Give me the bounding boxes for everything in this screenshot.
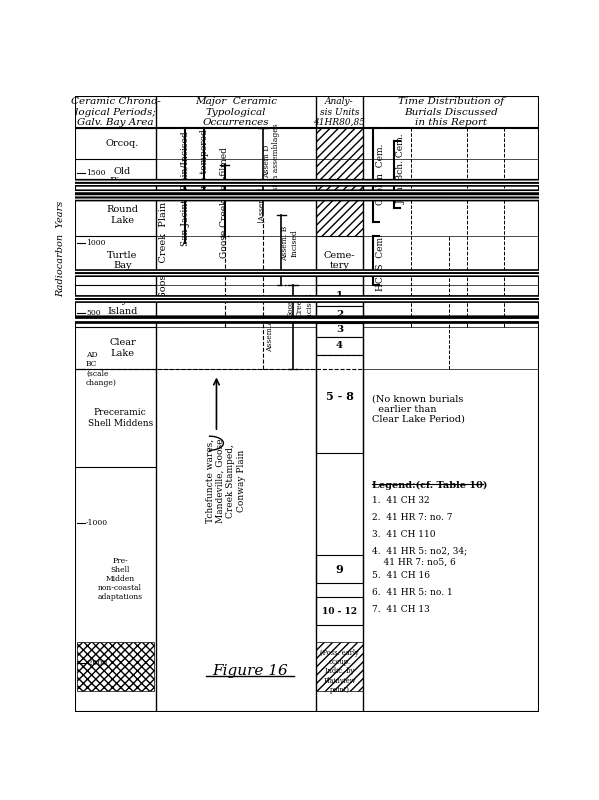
Text: Tchefuncte wares,
Mandeville, Goose
Creek Stamped,
Conway Plain: Tchefuncte wares, Mandeville, Goose Cree… — [205, 438, 246, 523]
Text: Goose  Creek  Plain: Goose Creek Plain — [159, 202, 168, 298]
Text: Preceramic
Shell Middens: Preceramic Shell Middens — [87, 408, 153, 428]
Bar — [316, 236, 363, 285]
Bar — [316, 597, 363, 626]
Text: 6.  41 HR 5: no. 1: 6. 41 HR 5: no. 1 — [372, 588, 453, 597]
Text: (Poss. early
occup.
Indic. by
Plainview
point): (Poss. early occup. Indic. by Plainview … — [320, 649, 359, 694]
Circle shape — [0, 317, 599, 323]
Bar — [316, 555, 363, 583]
Bar — [316, 285, 363, 306]
Text: (No known burials
  earlier than
Clear Lake Period): (No known burials earlier than Clear Lak… — [372, 394, 465, 424]
Text: Caplen  Cem.: Caplen Cem. — [376, 144, 385, 205]
Text: 5.  41 CH 16: 5. 41 CH 16 — [372, 571, 430, 580]
Text: -2000: -2000 — [86, 659, 108, 667]
Text: -1000: -1000 — [86, 519, 108, 527]
Text: 1: 1 — [336, 291, 343, 300]
Text: 500: 500 — [86, 309, 101, 317]
Text: Radiocarbon  Years: Radiocarbon Years — [56, 201, 65, 297]
Text: Goose Creek Red-filmed: Goose Creek Red-filmed — [220, 147, 229, 258]
Text: Bone-tempered: Bone-tempered — [199, 128, 208, 198]
Text: 4: 4 — [336, 342, 343, 350]
Text: Goose
Creek
Incised: Goose Creek Incised — [287, 292, 313, 320]
Text: 3: 3 — [336, 326, 343, 334]
Circle shape — [0, 296, 599, 302]
Text: 5 - 8: 5 - 8 — [325, 391, 353, 402]
Circle shape — [0, 316, 599, 322]
Circle shape — [0, 270, 599, 276]
Bar — [316, 306, 363, 322]
Text: 2.  41 HR 7: no. 7: 2. 41 HR 7: no. 7 — [372, 514, 452, 522]
Text: Turtle
Bay: Turtle Bay — [107, 250, 138, 270]
Text: 9: 9 — [335, 564, 343, 574]
Text: 1000: 1000 — [86, 239, 105, 247]
Text: Round
Lake: Round Lake — [107, 206, 138, 225]
Text: Jam. Bch. Cem.: Jam. Bch. Cem. — [397, 134, 406, 204]
Text: Orcoq.: Orcoq. — [106, 139, 139, 148]
Text: San Jacinto Plain/Incised: San Jacinto Plain/Incised — [181, 131, 190, 246]
Text: Legend:(cf. Table 10): Legend:(cf. Table 10) — [372, 481, 488, 490]
Bar — [316, 355, 363, 453]
Text: Clear
Lake: Clear Lake — [109, 338, 136, 358]
Circle shape — [0, 180, 599, 186]
Text: Time Distribution of
Burials Discussed
in this Report: Time Distribution of Burials Discussed i… — [398, 97, 504, 127]
Text: Major  Ceramic
Typological
Occurrences: Major Ceramic Typological Occurrences — [195, 97, 277, 127]
Bar — [316, 642, 363, 691]
Text: |Assem.C: |Assem.C — [256, 186, 265, 222]
Text: HCBS  Cem.: HCBS Cem. — [376, 234, 385, 291]
Bar — [77, 642, 154, 691]
Text: Assem. B
Incised: Assem. B Incised — [281, 226, 298, 261]
Text: Ceme-
tery: Ceme- tery — [323, 250, 355, 270]
Text: 7.  41 CH 13: 7. 41 CH 13 — [372, 605, 429, 614]
Text: Assem.A: Assem.A — [266, 319, 274, 352]
Text: Pre-
Shell
Midden
non-coastal
adaptations: Pre- Shell Midden non-coastal adaptation… — [98, 557, 143, 602]
Text: Old
River: Old River — [109, 166, 136, 186]
Bar — [316, 128, 363, 236]
Text: Figure 16: Figure 16 — [212, 664, 288, 678]
Circle shape — [0, 194, 599, 201]
Text: AD
BC
(scale
change): AD BC (scale change) — [86, 351, 117, 387]
Text: 10 - 12: 10 - 12 — [322, 606, 357, 616]
Text: Assem D
design assemblages: Assem D design assemblages — [262, 123, 280, 200]
Text: 1.  41 CH 32: 1. 41 CH 32 — [372, 496, 429, 506]
Bar — [316, 322, 363, 337]
Text: Mayes
Island: Mayes Island — [107, 296, 138, 316]
Text: 3.  41 CH 110: 3. 41 CH 110 — [372, 530, 435, 539]
Bar — [316, 337, 363, 355]
Text: Ceramic Chrono-
logical Periods;
Galv. Bay Area: Ceramic Chrono- logical Periods; Galv. B… — [71, 97, 161, 127]
Text: 1500: 1500 — [86, 169, 105, 177]
Text: Analy-
sis Units
41HR80,85: Analy- sis Units 41HR80,85 — [313, 97, 365, 127]
Text: 4.  41 HR 5: no2, 34;
    41 HR 7: no5, 6: 4. 41 HR 5: no2, 34; 41 HR 7: no5, 6 — [372, 547, 467, 566]
Text: 2: 2 — [336, 310, 343, 319]
Circle shape — [0, 190, 599, 196]
